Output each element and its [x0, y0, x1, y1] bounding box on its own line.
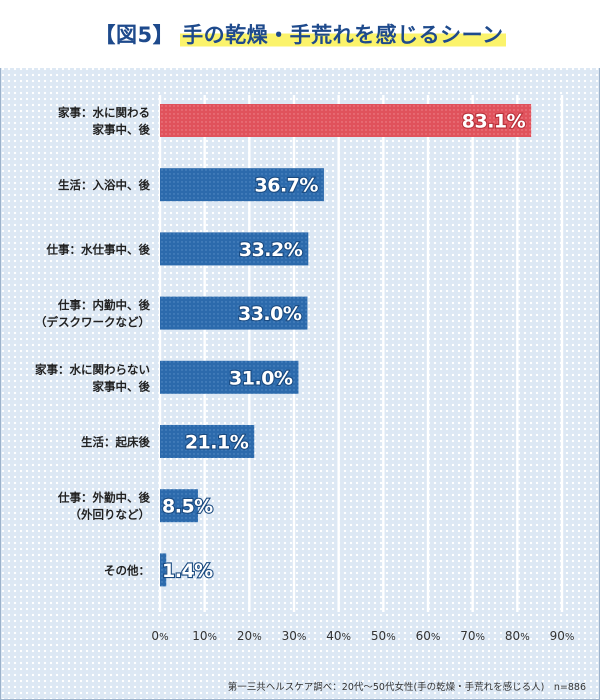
value-label: 8.5%: [162, 496, 213, 518]
category-label: 仕事：水仕事中、後: [46, 242, 151, 256]
title-bar: 【図5】 手の乾燥・手荒れを感じるシーン: [0, 0, 600, 68]
x-tick-label: 20%: [237, 629, 262, 643]
category-label: 仕事：外勤中、後（外回りなど）: [57, 491, 150, 522]
category-label: 仕事：内勤中、後（デスクワークなど）: [35, 298, 150, 329]
x-tick-label: 30%: [282, 629, 307, 643]
category-label: 家事：水に関わらない家事中、後: [35, 362, 150, 393]
x-tick-label: 40%: [326, 629, 351, 643]
value-label: 21.1%: [185, 432, 249, 454]
value-label: 31.0%: [229, 367, 293, 389]
bar: [160, 104, 532, 137]
bars: [160, 104, 532, 587]
category-label: 生活：起床後: [81, 435, 150, 449]
bar: [160, 296, 308, 330]
x-tick-label: 50%: [371, 629, 396, 643]
value-label: 36.7%: [255, 175, 319, 197]
x-axis-ticks: 0% 10% 20% 30% 40% 50% 60% 70% 80% 90%: [151, 629, 574, 643]
bar: [160, 232, 309, 266]
x-tick-label: 80%: [505, 629, 530, 643]
bar: [160, 489, 198, 523]
chart-title: 【図5】 手の乾燥・手荒れを感じるシーン: [94, 19, 506, 49]
x-tick-label: 70%: [460, 629, 485, 643]
category-labels: 家事：水に関わる家事中、後生活：入浴中、後仕事：水仕事中、後仕事：内勤中、後（デ…: [35, 106, 150, 578]
bar: [160, 553, 167, 587]
x-tick-label: 90%: [550, 629, 575, 643]
x-tick-label: 60%: [416, 629, 441, 643]
bar: [160, 425, 255, 458]
value-label: 83.1%: [462, 111, 526, 133]
category-label: その他：: [104, 563, 150, 577]
source-note: 第一三共ヘルスケア調べ：20代〜50代女性(手の乾燥・手荒れを感じる人) n=8…: [227, 682, 586, 693]
value-label: 33.0%: [238, 303, 302, 325]
x-tick-label: 0%: [151, 629, 168, 643]
value-labels: 83.1% 36.7% 33.2% 33.0% 31.0% 21.1% 8.5% 1.4%: [161, 109, 527, 583]
value-label: 33.2%: [239, 239, 303, 261]
bar: [160, 360, 299, 394]
x-tick-label: 10%: [192, 629, 217, 643]
category-label: 家事：水に関わる家事中、後: [58, 106, 150, 137]
figure-tag: 【図5】: [94, 23, 175, 47]
title-text: 手の乾燥・手荒れを感じるシーン: [180, 19, 506, 49]
bar: [160, 168, 324, 202]
category-label: 生活：入浴中、後: [58, 178, 150, 192]
value-label: 1.4%: [162, 560, 213, 582]
